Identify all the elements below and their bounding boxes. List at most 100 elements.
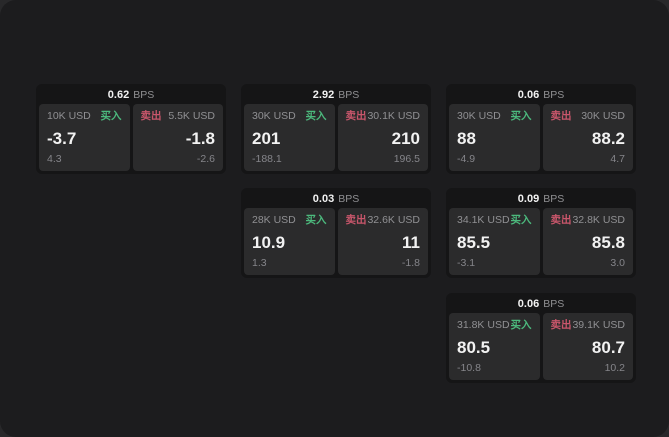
sell-side-label: 卖出 — [345, 110, 367, 122]
spread-unit: BPS — [543, 193, 565, 205]
buy-side-label: 买入 — [510, 110, 532, 122]
sell-quote-tile[interactable]: 卖出 32.8K USD 85.8 3.0 — [542, 208, 633, 275]
spread-header: 0.06 BPS — [449, 87, 633, 104]
sell-delta: 3.0 — [610, 257, 625, 269]
spread-unit: BPS — [543, 89, 565, 101]
quote-card: 2.92 BPS 30K USD 买入 201 -188.1 卖出 30.1K … — [241, 84, 431, 174]
buy-side-label: 买入 — [510, 319, 532, 331]
spread-header: 0.03 BPS — [244, 191, 428, 208]
sell-side-label: 卖出 — [550, 319, 572, 331]
quote-card: 0.62 BPS 10K USD 买入 -3.7 4.3 卖出 5.5K USD… — [36, 84, 226, 174]
spread-header: 0.06 BPS — [449, 296, 633, 313]
spread-header: 2.92 BPS — [244, 87, 428, 104]
quote-body: 30K USD 买入 201 -188.1 卖出 30.1K USD 210 1… — [244, 104, 428, 171]
quote-body: 34.1K USD 买入 85.5 -3.1 卖出 32.8K USD 85.8… — [449, 208, 633, 275]
quote-body: 28K USD 买入 10.9 1.3 卖出 32.6K USD 11 -1.8 — [244, 208, 428, 275]
buy-size: 28K USD — [252, 214, 296, 226]
sell-price: 210 — [391, 128, 420, 148]
buy-price: 80.5 — [457, 337, 491, 357]
quote-card: 0.09 BPS 34.1K USD 买入 85.5 -3.1 卖出 32.8K… — [446, 188, 636, 278]
spread-unit: BPS — [543, 298, 565, 310]
buy-side-label: 买入 — [305, 110, 327, 122]
buy-side-label: 买入 — [100, 110, 122, 122]
sell-price: -1.8 — [185, 128, 215, 148]
sell-quote-tile[interactable]: 卖出 32.6K USD 11 -1.8 — [337, 208, 428, 275]
buy-size: 30K USD — [252, 110, 296, 122]
buy-quote-tile[interactable]: 34.1K USD 买入 85.5 -3.1 — [449, 208, 540, 275]
sell-side-label: 卖出 — [550, 214, 572, 226]
buy-quote-tile[interactable]: 31.8K USD 买入 80.5 -10.8 — [449, 313, 540, 380]
sell-tile-header: 卖出 32.6K USD — [346, 214, 421, 227]
sell-size: 30.1K USD — [367, 110, 420, 122]
sell-delta: 10.2 — [604, 362, 625, 374]
buy-delta: -4.9 — [457, 153, 476, 165]
buy-price: 10.9 — [252, 232, 286, 252]
sell-price: 80.7 — [591, 337, 625, 357]
sell-quote-tile[interactable]: 卖出 30K USD 88.2 4.7 — [542, 104, 633, 171]
sell-price: 85.8 — [591, 232, 625, 252]
sell-price: 88.2 — [591, 128, 625, 148]
quote-body: 10K USD 买入 -3.7 4.3 卖出 5.5K USD -1.8 -2.… — [39, 104, 223, 171]
buy-quote-tile[interactable]: 10K USD 买入 -3.7 4.3 — [39, 104, 130, 171]
buy-size: 30K USD — [457, 110, 501, 122]
spread-header: 0.62 BPS — [39, 87, 223, 104]
spread-value: 0.06 — [517, 89, 540, 101]
sell-size: 30K USD — [581, 110, 625, 122]
sell-tile-header: 卖出 5.5K USD — [141, 110, 216, 123]
quote-body: 31.8K USD 买入 80.5 -10.8 卖出 39.1K USD 80.… — [449, 313, 633, 380]
buy-price: 201 — [252, 128, 281, 148]
sell-side-label: 卖出 — [550, 110, 572, 122]
buy-size: 10K USD — [47, 110, 91, 122]
buy-delta: -10.8 — [457, 362, 481, 374]
sell-size: 32.8K USD — [572, 214, 625, 226]
quote-card: 0.03 BPS 28K USD 买入 10.9 1.3 卖出 32.6K US… — [241, 188, 431, 278]
sell-tile-header: 卖出 30.1K USD — [346, 110, 421, 123]
quote-card: 0.06 BPS 30K USD 买入 88 -4.9 卖出 30K USD 8… — [446, 84, 636, 174]
spread-unit: BPS — [133, 89, 155, 101]
buy-size: 31.8K USD — [457, 319, 510, 331]
sell-size: 39.1K USD — [572, 319, 625, 331]
sell-quote-tile[interactable]: 卖出 30.1K USD 210 196.5 — [337, 104, 428, 171]
sell-delta: -2.6 — [196, 153, 215, 165]
sell-delta: 4.7 — [610, 153, 625, 165]
buy-tile-header: 28K USD 买入 — [252, 214, 327, 227]
sell-tile-header: 卖出 39.1K USD — [551, 319, 626, 332]
spread-value: 0.06 — [517, 298, 540, 310]
sell-side-label: 卖出 — [345, 214, 367, 226]
buy-side-label: 买入 — [510, 214, 532, 226]
buy-quote-tile[interactable]: 30K USD 买入 201 -188.1 — [244, 104, 335, 171]
buy-side-label: 买入 — [305, 214, 327, 226]
spread-value: 0.09 — [517, 193, 540, 205]
buy-tile-header: 34.1K USD 买入 — [457, 214, 532, 227]
buy-price: -3.7 — [47, 128, 77, 148]
buy-tile-header: 31.8K USD 买入 — [457, 319, 532, 332]
sell-delta: 196.5 — [393, 153, 420, 165]
buy-quote-tile[interactable]: 30K USD 买入 88 -4.9 — [449, 104, 540, 171]
buy-delta: -3.1 — [457, 257, 476, 269]
buy-tile-header: 30K USD 买入 — [252, 110, 327, 123]
buy-tile-header: 10K USD 买入 — [47, 110, 122, 123]
buy-delta: -188.1 — [252, 153, 282, 165]
buy-size: 34.1K USD — [457, 214, 510, 226]
buy-quote-tile[interactable]: 28K USD 买入 10.9 1.3 — [244, 208, 335, 275]
buy-delta: 4.3 — [47, 153, 62, 165]
spread-value: 2.92 — [312, 89, 335, 101]
sell-quote-tile[interactable]: 卖出 5.5K USD -1.8 -2.6 — [132, 104, 223, 171]
sell-size: 32.6K USD — [367, 214, 420, 226]
quote-card: 0.06 BPS 31.8K USD 买入 80.5 -10.8 卖出 39.1… — [446, 293, 636, 383]
buy-price: 85.5 — [457, 232, 491, 252]
buy-tile-header: 30K USD 买入 — [457, 110, 532, 123]
spread-unit: BPS — [338, 193, 360, 205]
sell-price: 11 — [402, 232, 420, 252]
spread-value: 0.03 — [312, 193, 335, 205]
sell-size: 5.5K USD — [168, 110, 215, 122]
buy-price: 88 — [457, 128, 476, 148]
quote-body: 30K USD 买入 88 -4.9 卖出 30K USD 88.2 4.7 — [449, 104, 633, 171]
spread-value: 0.62 — [107, 89, 130, 101]
sell-quote-tile[interactable]: 卖出 39.1K USD 80.7 10.2 — [542, 313, 633, 380]
sell-side-label: 卖出 — [140, 110, 162, 122]
spread-header: 0.09 BPS — [449, 191, 633, 208]
buy-delta: 1.3 — [252, 257, 267, 269]
sell-delta: -1.8 — [401, 257, 420, 269]
